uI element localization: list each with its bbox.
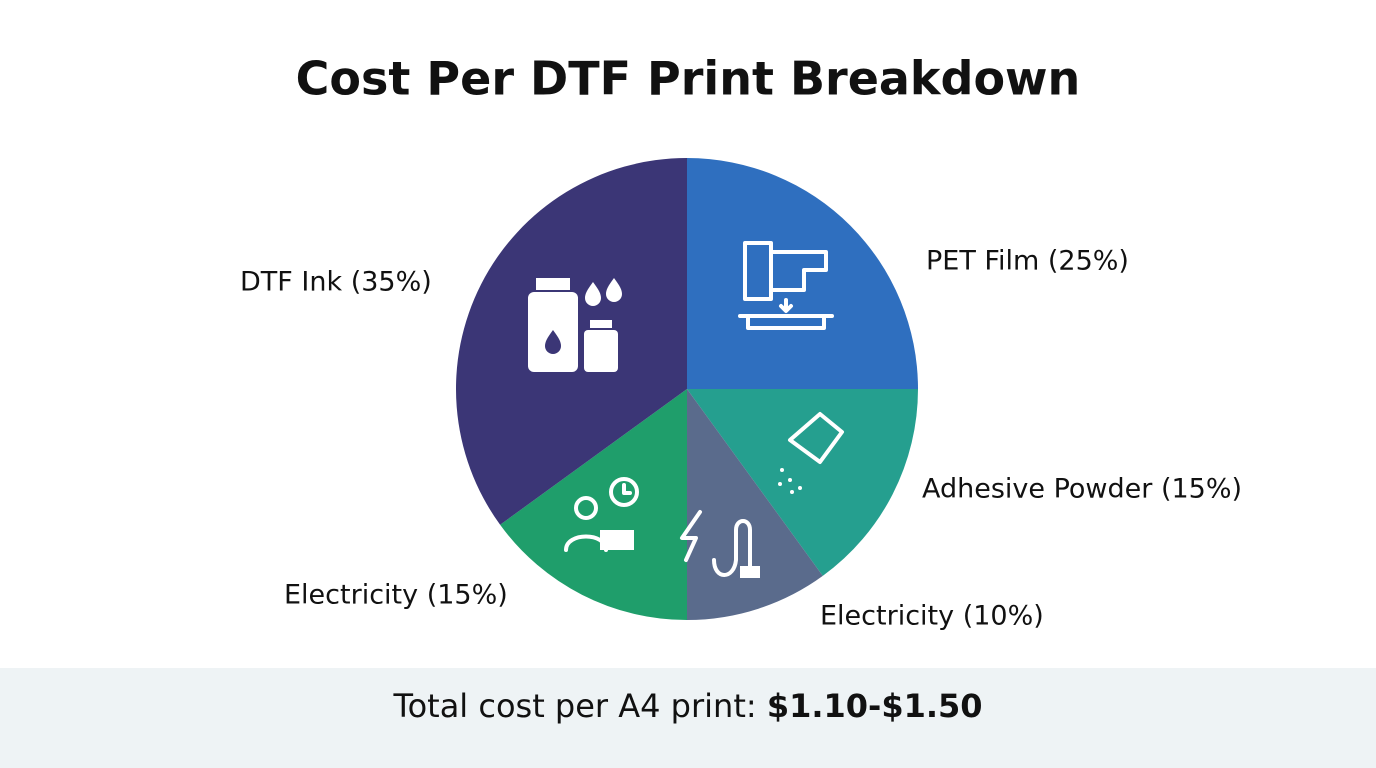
footer-value: $1.10-$1.50: [767, 687, 983, 725]
labor-icon: [564, 477, 639, 552]
slice-label: DTF Ink (35%): [240, 267, 432, 298]
footer-text: Total cost per A4 print: $1.10-$1.50: [392, 687, 982, 725]
footer-band: [0, 668, 1376, 768]
icons: [528, 241, 844, 578]
ink-icon: [528, 278, 622, 372]
chart-title: Cost Per DTF Print Breakdown: [296, 52, 1081, 106]
slice-label: PET Film (25%): [926, 246, 1129, 277]
slice-label: Electricity (10%): [820, 601, 1044, 632]
footer-label: Total cost per A4 print:: [392, 687, 756, 725]
pie-wedge: [687, 389, 918, 576]
film-icon: [738, 241, 834, 330]
pie: [456, 158, 918, 620]
electricity-icon: [680, 510, 760, 578]
slice-label: Adhesive Powder (15%): [922, 474, 1242, 505]
powder-icon: [778, 412, 844, 494]
slice-label: Electricity (15%): [284, 580, 508, 611]
pie-wedge: [687, 389, 823, 620]
